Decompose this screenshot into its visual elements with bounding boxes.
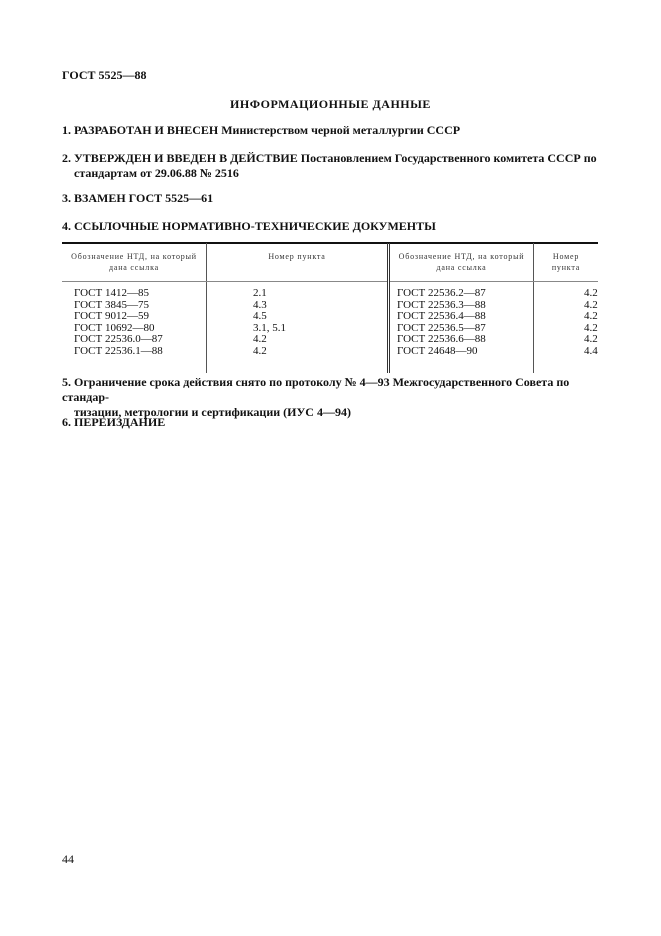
page-title: ИНФОРМАЦИОННЫЕ ДАННЫЕ (230, 97, 431, 111)
item-number: 6. (62, 415, 71, 429)
header-ntd-left: Обозначение НТД, на который дана ссылка (62, 243, 207, 282)
cell-ntd-left: ГОСТ 22536.0—87 (74, 333, 163, 345)
item-6: 6. ПЕРЕИЗДАНИЕ (62, 415, 602, 430)
cell-ntd-right: ГОСТ 22536.4—88 (387, 310, 534, 323)
spacer-cell (387, 357, 534, 373)
cell-clause-left: 4.2 (206, 345, 389, 357)
item-number: 1. (62, 123, 71, 137)
item-text-line2: стандартам от 29.06.88 № 2516 (74, 166, 239, 180)
item-lead: ССЫЛОЧНЫЕ НОРМАТИВНО-ТЕХНИЧЕСКИЕ ДОКУМЕН… (74, 219, 436, 233)
spacer-cell (62, 357, 207, 373)
cell-ntd-right: ГОСТ 22536.6—88 (387, 333, 534, 346)
table-row: ГОСТ 22536.1—88 4.2 ГОСТ 24648—90 4.4 (62, 344, 598, 357)
cell-ntd-left: ГОСТ 1412—85 (74, 287, 149, 299)
table-row: ГОСТ 22536.0—87 4.2 ГОСТ 22536.6—88 4.2 (62, 333, 598, 346)
cell-clause-right: 4.2 (533, 281, 598, 300)
item-lead: РАЗРАБОТАН И ВНЕСЕН (74, 123, 219, 137)
item-number: 3. (62, 191, 71, 205)
references-table: Обозначение НТД, на который дана ссылка … (62, 243, 598, 373)
spacer-cell (206, 357, 389, 373)
item-lead: ПЕРЕИЗДАНИЕ (74, 415, 166, 429)
spacer-cell (533, 357, 598, 373)
cell-ntd-right: ГОСТ 22536.5—87 (387, 322, 534, 334)
cell-clause-right: 4.2 (533, 310, 598, 323)
cell-ntd-left: ГОСТ 9012—59 (74, 310, 149, 322)
item-3: 3. ВЗАМЕН ГОСТ 5525—61 (62, 191, 602, 206)
item-4: 4. ССЫЛОЧНЫЕ НОРМАТИВНО-ТЕХНИЧЕСКИЕ ДОКУ… (62, 219, 602, 234)
item-number: 4. (62, 219, 71, 233)
header-clause-left: Номер пункта (206, 243, 389, 282)
cell-clause-left: 2.1 (206, 281, 389, 300)
cell-ntd-left: ГОСТ 10692—80 (74, 321, 155, 334)
cell-clause-left: 4.3 (206, 299, 389, 311)
cell-ntd-right: ГОСТ 22536.3—88 (387, 299, 534, 311)
item-number: 5. (62, 375, 71, 389)
item-lead: ВЗАМЕН ГОСТ 5525—61 (74, 191, 214, 205)
table-row: ГОСТ 10692—80 3.1, 5.1 ГОСТ 22536.5—87 4.2 (62, 321, 598, 334)
item-text: Ограничение срока действия снято по прот… (62, 375, 570, 404)
cell-ntd-left: ГОСТ 22536.1—88 (74, 344, 163, 357)
item-text: Постановлением Государственного комитета… (300, 151, 597, 165)
cell-ntd-left: ГОСТ 3845—75 (74, 298, 149, 311)
document-code: ГОСТ 5525—88 (62, 68, 147, 82)
cell-clause-left: 3.1, 5.1 (206, 322, 389, 334)
cell-clause-left: 4.5 (206, 310, 389, 323)
cell-clause-left: 4.2 (206, 333, 389, 346)
table-row: ГОСТ 1412—85 2.1 ГОСТ 22536.2—87 4.2 (62, 281, 598, 300)
page-number: 44 (62, 852, 74, 866)
cell-ntd-right: ГОСТ 24648—90 (387, 345, 534, 357)
cell-clause-right: 4.4 (533, 345, 598, 357)
header-ntd-right: Обозначение НТД, на который дана ссылка (387, 243, 534, 282)
item-number: 2. (62, 151, 71, 165)
cell-clause-right: 4.2 (533, 299, 598, 311)
item-2: 2. УТВЕРЖДЕН И ВВЕДЕН В ДЕЙСТВИЕ Постано… (62, 151, 602, 181)
item-text-line2: тизации, метрологии и сертификации (ИУС … (74, 405, 351, 419)
table-spacer-row (62, 357, 598, 373)
table-header-row: Обозначение НТД, на который дана ссылка … (62, 243, 598, 282)
item-text: Министерством черной металлургии СССР (221, 123, 461, 137)
item-5: 5. Ограничение срока действия снято по п… (62, 375, 602, 420)
item-1: 1. РАЗРАБОТАН И ВНЕСЕН Министерством чер… (62, 123, 602, 138)
cell-ntd-right: ГОСТ 22536.2—87 (387, 281, 534, 300)
table-row: ГОСТ 9012—59 4.5 ГОСТ 22536.4—88 4.2 (62, 310, 598, 323)
cell-clause-right: 4.2 (533, 333, 598, 346)
item-lead: УТВЕРЖДЕН И ВВЕДЕН В ДЕЙСТВИЕ (74, 151, 298, 165)
table-row: ГОСТ 3845—75 4.3 ГОСТ 22536.3—88 4.2 (62, 298, 598, 311)
cell-clause-right: 4.2 (533, 322, 598, 334)
header-clause-right: Номер пункта (533, 243, 598, 282)
